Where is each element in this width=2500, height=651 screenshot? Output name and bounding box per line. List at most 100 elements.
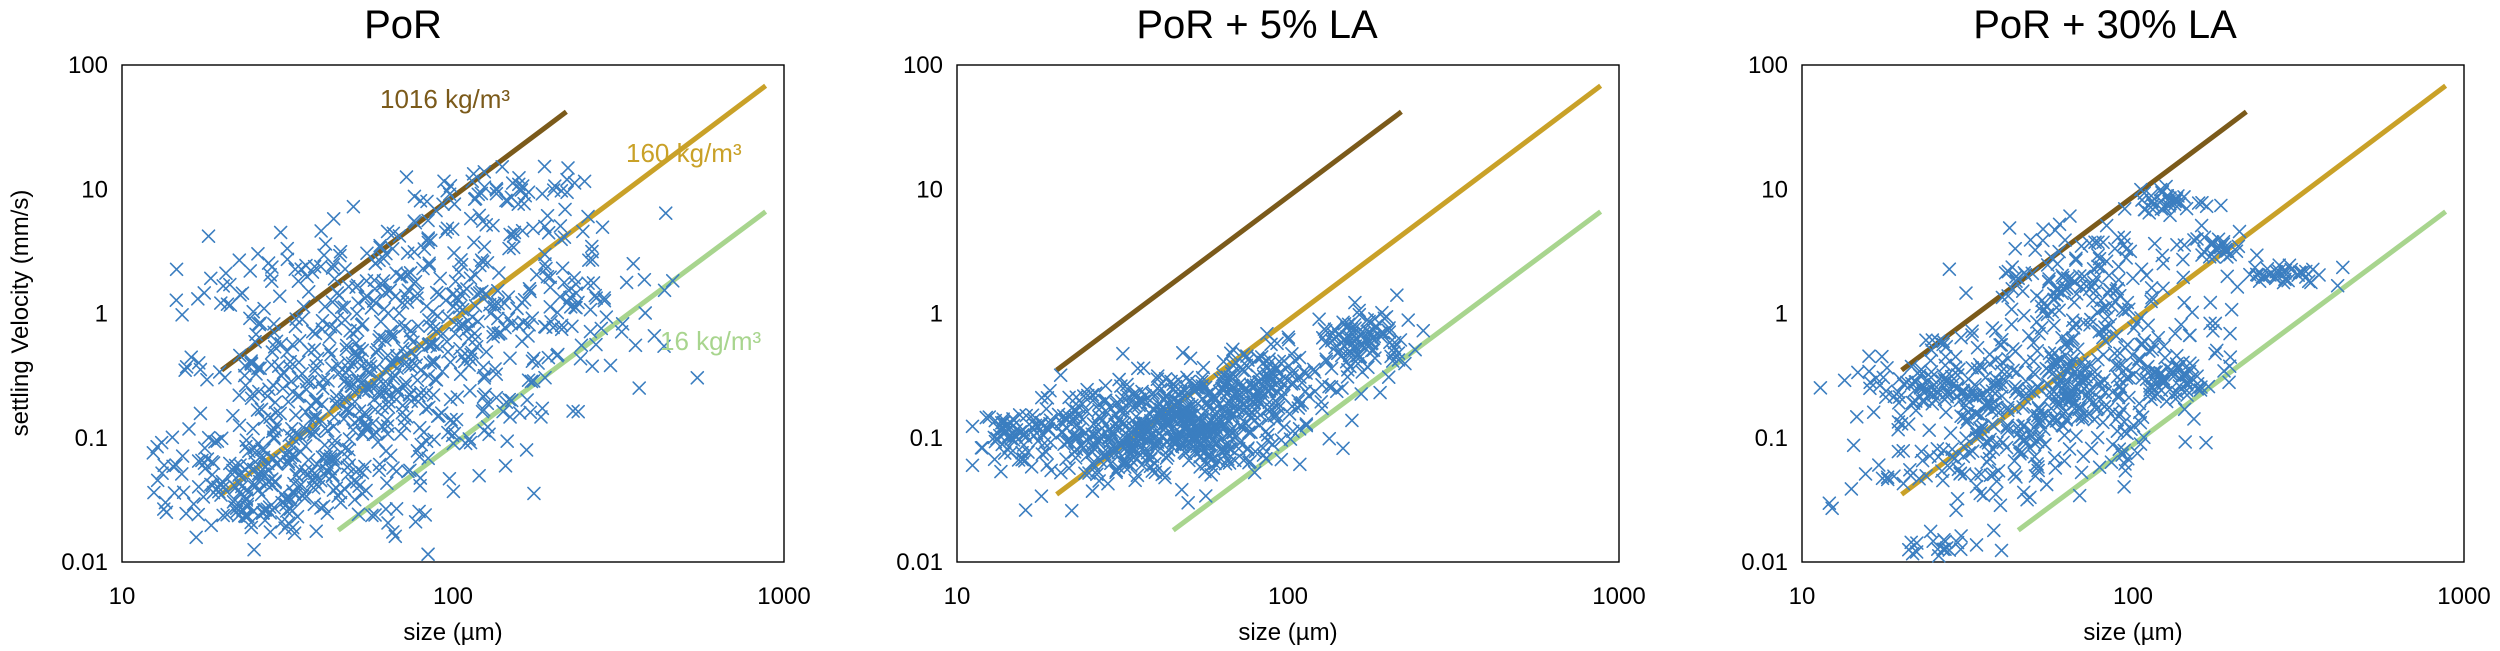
scatter-point <box>1114 439 1129 453</box>
scatter-point <box>463 211 478 226</box>
y-tick-label: 100 <box>1748 52 1788 79</box>
scatter-point <box>477 371 492 385</box>
scatter-point <box>299 405 313 419</box>
scatter-point <box>1942 262 1957 277</box>
scatter-point <box>386 525 400 539</box>
scatter-point <box>1989 474 2004 489</box>
scatter-point <box>2044 250 2059 265</box>
scatter-point <box>1361 336 1375 351</box>
scatter-point <box>232 388 247 402</box>
scatter-point <box>2176 252 2190 267</box>
scatter-point <box>1235 420 1250 434</box>
line-label-1016: 1016 kg/m³ <box>380 84 510 114</box>
scatter-point <box>166 459 180 474</box>
scatter-point <box>2087 275 2101 290</box>
scatter-point <box>462 358 476 372</box>
scatter-point <box>2012 443 2026 458</box>
scatter-point <box>2017 308 2031 323</box>
scatter-point <box>2117 201 2132 216</box>
scatter-point <box>381 306 395 321</box>
scatter-point <box>283 502 298 516</box>
scatter-point <box>165 430 180 445</box>
scatter-point <box>1143 452 1158 467</box>
scatter-point <box>535 401 550 416</box>
line-1016 <box>1055 109 1403 373</box>
y-tick-label: 0.01 <box>1741 549 1788 576</box>
scatter-point <box>2069 251 2083 266</box>
scatter-point <box>2147 236 2162 251</box>
scatter-point <box>1210 436 1225 451</box>
scatter-point <box>1915 453 1930 468</box>
scatter-point <box>455 349 470 364</box>
scatter-point <box>520 393 534 407</box>
line-160 <box>1900 83 2448 497</box>
scatter-point <box>1416 323 1431 338</box>
scatter-point <box>2208 346 2222 361</box>
scatter-point <box>2144 188 2158 203</box>
scatter-point <box>1043 413 1058 428</box>
scatter-point <box>1195 374 1209 389</box>
scatter-point <box>2110 424 2125 438</box>
scatter-point <box>2091 352 2105 367</box>
scatter-point <box>492 266 506 280</box>
scatter-point <box>208 434 222 449</box>
scatter-point <box>314 259 328 274</box>
scatter-point <box>417 242 432 256</box>
scatter-point <box>265 260 279 274</box>
scatter-point <box>309 392 324 407</box>
scatter-point <box>281 457 296 471</box>
scatter-point <box>2064 272 2078 286</box>
scatter-point <box>614 325 629 339</box>
scatter-point <box>421 451 436 466</box>
scatter-point <box>253 361 267 376</box>
scatter-point <box>1978 370 1993 385</box>
scatter-point <box>1322 431 1337 446</box>
scatter-point <box>390 382 405 397</box>
scatter-point <box>987 452 1002 467</box>
scatter-point <box>258 503 273 517</box>
scatter-point <box>307 466 322 481</box>
scatter-point <box>1355 365 1370 379</box>
scatter-point <box>1058 412 1073 427</box>
scatter-point <box>1363 316 1378 330</box>
scatter-point <box>2058 233 2072 247</box>
scatter-point <box>2208 316 2223 331</box>
scatter-point <box>2298 264 2313 279</box>
scatter-point <box>351 296 365 311</box>
scatter-point <box>430 309 445 323</box>
scatter-point <box>1951 462 1966 477</box>
scatter-point <box>492 326 506 341</box>
scatter-point <box>389 501 404 516</box>
scatter-point <box>346 199 361 214</box>
scatter-point <box>1182 453 1196 468</box>
scatter-point <box>441 425 455 440</box>
scatter-point <box>2107 346 2122 361</box>
scatter-point <box>359 363 373 378</box>
scatter-point <box>394 426 408 441</box>
scatter-point <box>441 344 455 359</box>
scatter-point <box>2063 387 2077 401</box>
scatter-point <box>2099 254 2114 269</box>
scatter-point <box>1965 324 1979 339</box>
scatter-point <box>1281 332 1296 347</box>
scatter-point <box>411 394 426 409</box>
scatter-point <box>240 497 255 511</box>
scatter-point <box>479 345 494 359</box>
scatter-point <box>1851 365 1865 380</box>
scatter-point <box>2051 413 2065 428</box>
scatter-point <box>257 301 271 316</box>
scatter-point <box>397 418 412 433</box>
scatter-point <box>2115 448 2129 462</box>
scatter-point <box>1319 354 1334 369</box>
scatter-point <box>1065 401 1079 416</box>
scatter-point <box>2096 415 2110 430</box>
scatter-point <box>229 505 244 519</box>
scatter-point <box>2153 182 2168 197</box>
scatter-point <box>2031 380 2046 395</box>
scatter-point <box>521 373 536 388</box>
scatter-point <box>2013 424 2027 439</box>
scatter-point <box>1863 375 1877 390</box>
scatter-point <box>1931 334 1946 349</box>
scatter-point <box>275 495 289 510</box>
scatter-point <box>1155 467 1170 482</box>
